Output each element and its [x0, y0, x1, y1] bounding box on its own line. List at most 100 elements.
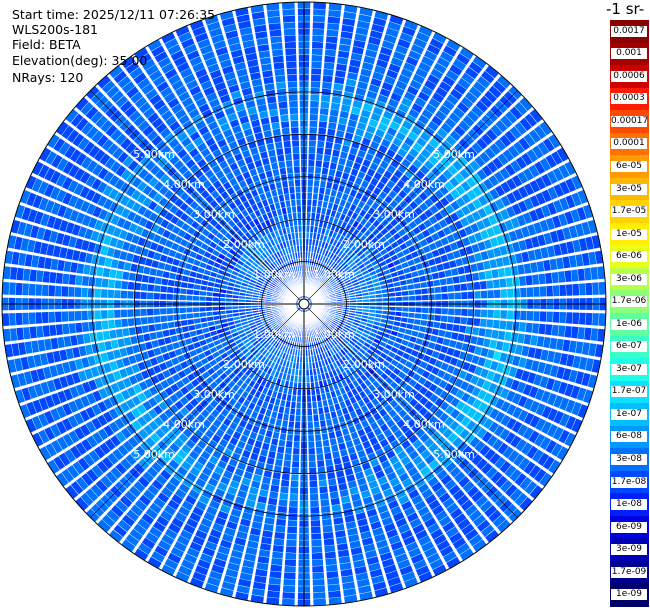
ray-bin	[428, 342, 436, 350]
ray-bin	[157, 492, 170, 504]
ray-bin	[272, 261, 278, 268]
ray-bin	[433, 62, 447, 74]
ray-bin	[239, 572, 253, 581]
ray-bin	[148, 420, 159, 431]
ray-bin	[438, 329, 446, 337]
ray-bin	[15, 389, 25, 404]
ray-bin	[200, 450, 211, 460]
ray-bin	[416, 444, 427, 455]
ray-bin	[86, 126, 99, 139]
ray-bin	[373, 187, 382, 196]
ray-bin	[471, 490, 484, 503]
ray-bin	[315, 440, 323, 448]
ray-bin	[245, 305, 252, 309]
ray-bin	[353, 319, 361, 324]
ray-bin	[198, 472, 210, 482]
ray-bin	[88, 276, 96, 287]
ray-bin	[433, 376, 442, 386]
ray-bin	[131, 395, 142, 406]
ray-bin	[99, 442, 111, 455]
ray-bin	[388, 249, 396, 257]
ray-bin	[380, 372, 389, 381]
ray-bin	[442, 75, 456, 87]
ray-bin	[346, 125, 356, 134]
ray-bin	[346, 351, 354, 359]
ray-bin	[56, 173, 67, 187]
ray-bin	[515, 438, 527, 452]
ray-bin	[409, 388, 418, 397]
ray-bin	[276, 392, 283, 400]
ray-bin	[171, 242, 180, 251]
ray-bin	[356, 578, 370, 588]
ray-bin	[230, 549, 243, 559]
ray-bin	[262, 530, 273, 538]
ray-bin	[356, 250, 364, 257]
ray-bin	[135, 445, 147, 457]
ray-bin	[168, 523, 181, 534]
ray-bin	[251, 203, 259, 212]
ray-bin	[254, 575, 267, 584]
ray-bin	[251, 588, 265, 597]
ray-bin	[220, 248, 228, 256]
ray-bin	[266, 241, 273, 248]
ray-bin	[122, 271, 130, 280]
ray-bin	[200, 553, 213, 564]
ray-bin	[440, 401, 450, 411]
ray-bin	[445, 526, 459, 538]
ray-bin	[484, 328, 493, 338]
ray-bin	[461, 445, 473, 457]
ray-bin	[147, 556, 162, 569]
ray-bin	[328, 169, 336, 177]
ray-bin	[204, 445, 215, 455]
ray-bin	[218, 348, 226, 355]
ray-bin	[327, 315, 334, 320]
ray-bin	[213, 40, 227, 50]
ray-bin	[230, 328, 238, 334]
ray-bin	[75, 322, 83, 333]
ray-bin	[306, 219, 311, 226]
ray-bin	[568, 369, 578, 383]
ray-bin	[293, 160, 300, 167]
ray-bin	[187, 283, 195, 289]
ray-bin	[273, 196, 279, 204]
ray-bin	[347, 195, 355, 203]
ray-bin	[269, 417, 276, 425]
ray-bin	[518, 137, 531, 151]
ray-bin	[366, 401, 374, 410]
ray-bin	[239, 332, 247, 338]
ray-bin	[437, 369, 446, 379]
ray-bin	[258, 277, 265, 282]
ray-bin	[22, 312, 29, 325]
ray-bin	[528, 164, 540, 178]
ray-bin	[240, 226, 248, 234]
ray-bin	[228, 389, 236, 398]
ray-bin	[421, 229, 431, 238]
ray-bin	[23, 327, 31, 340]
ray-bin	[308, 461, 316, 468]
ray-bin	[342, 18, 356, 27]
ray-bin	[387, 21, 401, 32]
ray-bin	[263, 130, 272, 138]
ray-bin	[398, 103, 410, 114]
ray-bin	[324, 188, 331, 196]
ray-bin	[56, 189, 67, 203]
ray-bin	[477, 357, 486, 367]
ray-bin	[265, 219, 271, 227]
ray-bin	[120, 458, 132, 470]
ray-bin	[460, 416, 471, 427]
ray-bin	[193, 153, 203, 163]
ray-bin	[134, 372, 144, 383]
ray-bin	[382, 360, 390, 368]
ray-bin	[269, 571, 282, 579]
ray-bin	[575, 371, 585, 385]
ray-bin	[363, 387, 372, 396]
ray-bin	[308, 454, 316, 462]
ray-bin	[328, 384, 335, 392]
ray-bin	[361, 245, 369, 253]
ray-bin	[142, 412, 153, 423]
ray-bin	[76, 334, 85, 345]
ray-bin	[265, 170, 273, 178]
ray-bin	[185, 402, 194, 412]
ray-bin	[38, 181, 49, 195]
ray-bin	[349, 147, 358, 156]
